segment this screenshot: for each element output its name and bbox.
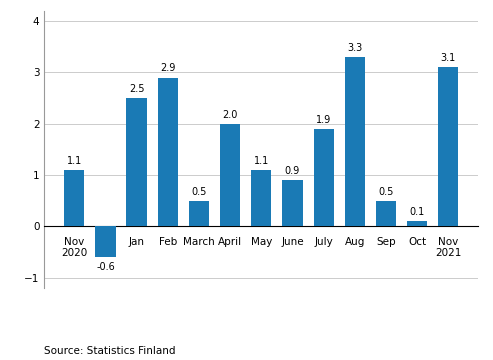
Text: 2.0: 2.0 bbox=[222, 110, 238, 120]
Bar bbox=[126, 98, 147, 226]
Bar bbox=[220, 124, 240, 226]
Text: 1.1: 1.1 bbox=[67, 156, 82, 166]
Bar bbox=[345, 57, 365, 226]
Text: 0.9: 0.9 bbox=[285, 166, 300, 176]
Text: 0.5: 0.5 bbox=[378, 186, 394, 197]
Bar bbox=[64, 170, 84, 226]
Bar bbox=[189, 201, 209, 226]
Bar bbox=[251, 170, 272, 226]
Bar bbox=[314, 129, 334, 226]
Text: 1.1: 1.1 bbox=[254, 156, 269, 166]
Text: Source: Statistics Finland: Source: Statistics Finland bbox=[44, 346, 176, 356]
Bar bbox=[376, 201, 396, 226]
Text: 1.9: 1.9 bbox=[316, 115, 331, 125]
Text: 2.9: 2.9 bbox=[160, 63, 176, 73]
Bar bbox=[282, 180, 303, 226]
Text: 3.1: 3.1 bbox=[441, 53, 456, 63]
Bar bbox=[438, 67, 458, 226]
Text: 0.5: 0.5 bbox=[191, 186, 207, 197]
Text: -0.6: -0.6 bbox=[96, 262, 115, 272]
Bar bbox=[407, 221, 427, 226]
Text: 0.1: 0.1 bbox=[410, 207, 425, 217]
Bar bbox=[158, 77, 178, 226]
Text: 2.5: 2.5 bbox=[129, 84, 144, 94]
Text: 3.3: 3.3 bbox=[347, 43, 362, 53]
Bar bbox=[95, 226, 115, 257]
